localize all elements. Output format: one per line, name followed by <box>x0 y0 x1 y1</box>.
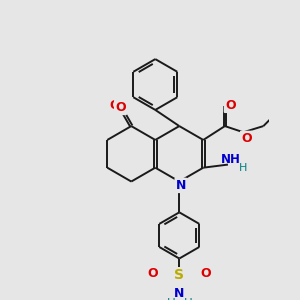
Text: O: O <box>241 132 252 145</box>
Text: S: S <box>174 268 184 283</box>
Text: N: N <box>176 179 186 192</box>
Text: N: N <box>174 287 184 300</box>
Text: O: O <box>115 101 126 114</box>
Text: H: H <box>167 298 175 300</box>
Text: O: O <box>225 99 236 112</box>
Text: H: H <box>239 163 248 173</box>
Text: O: O <box>241 132 252 145</box>
Text: NH: NH <box>221 154 241 166</box>
Text: O: O <box>225 99 236 112</box>
Text: N: N <box>176 179 186 192</box>
Text: O: O <box>148 267 158 280</box>
Text: O: O <box>109 99 120 112</box>
Text: O: O <box>200 267 211 280</box>
Text: H: H <box>183 298 192 300</box>
Text: O: O <box>200 267 211 280</box>
Text: O: O <box>148 267 158 280</box>
